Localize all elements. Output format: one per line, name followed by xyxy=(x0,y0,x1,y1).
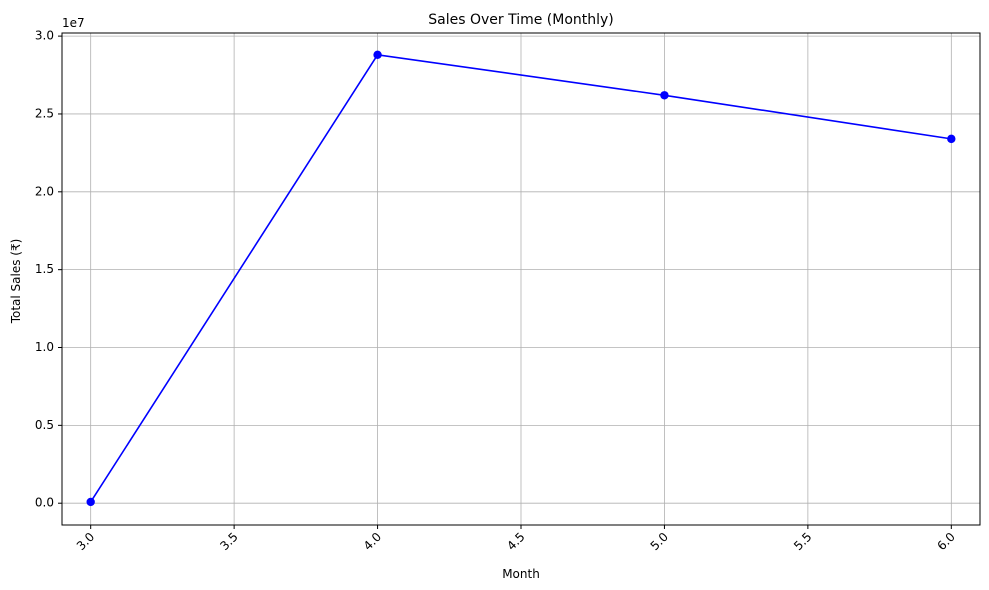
y-tick-label-6: 3.0 xyxy=(35,29,54,43)
y-axis-offset-label: 1e7 xyxy=(62,16,85,30)
y-axis-label: Total Sales (₹) xyxy=(9,239,23,325)
data-point-0-3 xyxy=(947,134,956,144)
chart-title: Sales Over Time (Monthly) xyxy=(428,12,614,28)
y-tick-label-3: 1.5 xyxy=(35,262,54,276)
data-point-0-2 xyxy=(660,91,669,100)
series-line-0 xyxy=(90,53,952,503)
y-tick-label-0: 0.0 xyxy=(35,496,54,510)
y-tick-label-5: 2.5 xyxy=(35,106,54,120)
series-layer xyxy=(86,50,956,507)
data-point-0-0 xyxy=(86,497,95,507)
data-point-0-1 xyxy=(373,50,382,59)
x-axis-label: Month xyxy=(502,567,540,581)
grid xyxy=(62,33,980,525)
y-tick-label-4: 2.0 xyxy=(35,184,54,198)
y-tick-label-2: 1.0 xyxy=(35,340,54,354)
y-tick-label-1: 0.5 xyxy=(35,418,54,432)
